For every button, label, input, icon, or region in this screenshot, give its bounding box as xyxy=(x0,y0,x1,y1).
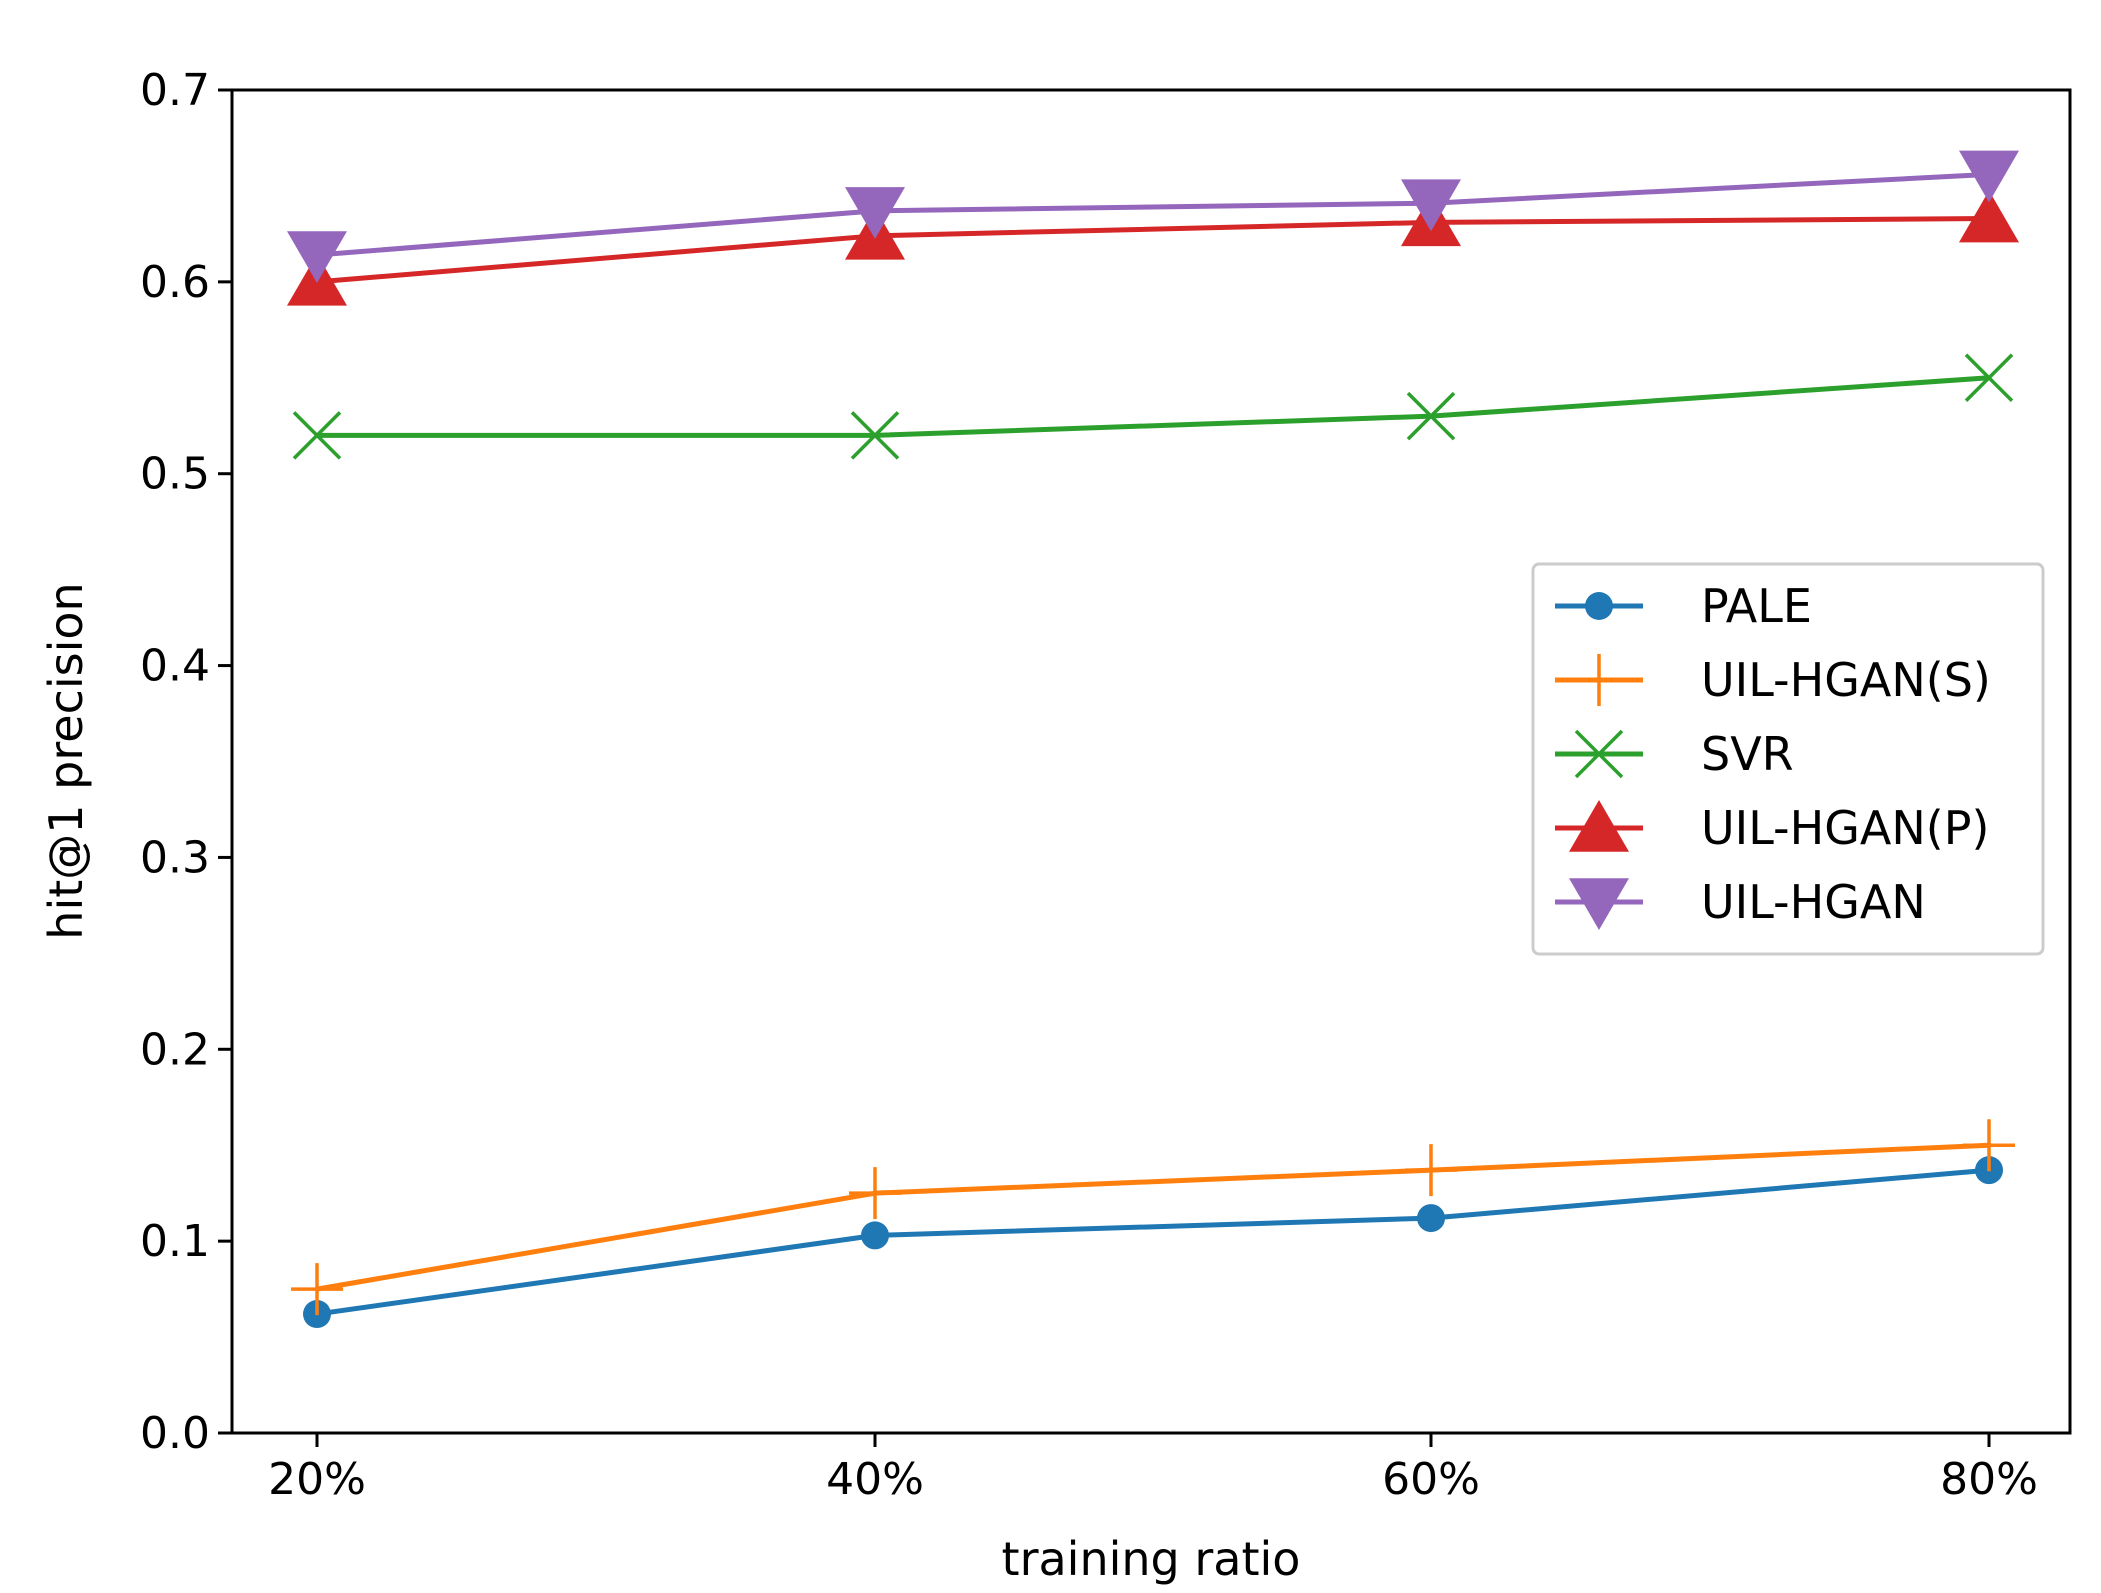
series-line xyxy=(316,216,1990,285)
legend-marker xyxy=(1573,654,1625,706)
y-tick-label: 0.4 xyxy=(140,641,210,692)
legend-label: PALE xyxy=(1701,579,1812,633)
legend-label: SVR xyxy=(1701,727,1794,781)
legend-marker xyxy=(1574,729,1624,779)
series-line xyxy=(317,375,1990,438)
x-axis-title: training ratio xyxy=(1002,1532,1301,1586)
legend-item: PALE xyxy=(1555,579,1812,633)
data-point xyxy=(861,1221,889,1250)
legend-item: UIL-HGAN(S) xyxy=(1555,653,1991,707)
x-tick-label: 60% xyxy=(1382,1454,1480,1505)
legend-item: SVR xyxy=(1555,727,1794,781)
plot-frame xyxy=(230,88,2072,1435)
x-tick-label: 80% xyxy=(1940,1454,2038,1505)
data-point xyxy=(845,187,905,239)
data-point xyxy=(1959,150,2019,203)
data-point xyxy=(291,1263,343,1316)
y-tick-label: 0.1 xyxy=(140,1216,210,1267)
data-point xyxy=(1405,1144,1457,1197)
y-tick-label: 0.6 xyxy=(140,257,210,308)
legend-label: UIL-HGAN(S) xyxy=(1701,653,1991,707)
legend-item: UIL-HGAN xyxy=(1555,875,1926,930)
series-pale xyxy=(303,1156,2003,1329)
legend-marker xyxy=(1569,878,1629,930)
y-tick-label: 0.5 xyxy=(140,449,210,500)
legend-marker xyxy=(1585,592,1613,620)
y-tick-label: 0.7 xyxy=(140,65,210,116)
y-tick-label: 0.3 xyxy=(140,832,210,883)
series-line xyxy=(316,1142,1990,1292)
data-point xyxy=(1417,1204,1445,1233)
data-point xyxy=(1964,353,2014,403)
y-axis-title: hit@1 precision xyxy=(39,582,93,939)
data-point xyxy=(292,411,342,460)
series-line xyxy=(316,1167,1990,1317)
legend: PALE UIL-HGAN(S) SVR UIL-HGAN(P) UIL-HGAN xyxy=(1531,562,2045,956)
x-tick-label: 20% xyxy=(268,1454,366,1505)
data-point xyxy=(849,1167,901,1220)
data-point xyxy=(1959,190,2019,243)
legend-label: UIL-HGAN xyxy=(1701,875,1926,929)
data-point xyxy=(1401,179,1461,232)
legend-item: UIL-HGAN(P) xyxy=(1555,800,1989,855)
series-uil-hgan xyxy=(287,150,2019,283)
data-point xyxy=(1963,1119,2015,1172)
data-point xyxy=(1406,391,1456,441)
legend-marker xyxy=(1569,800,1629,852)
legend-frame xyxy=(1531,562,2045,956)
y-tick-label: 0.2 xyxy=(140,1024,210,1075)
series-svr xyxy=(292,353,2014,460)
series-uil-hgan-s xyxy=(291,1119,2015,1316)
data-point xyxy=(850,411,900,460)
x-tick-label: 40% xyxy=(826,1454,924,1505)
series-uil-hgan-p xyxy=(287,190,2019,306)
data-point xyxy=(287,231,347,283)
y-tick-label: 0.0 xyxy=(140,1408,210,1459)
legend-label: UIL-HGAN(P) xyxy=(1701,801,1989,855)
series-line xyxy=(316,171,1990,258)
